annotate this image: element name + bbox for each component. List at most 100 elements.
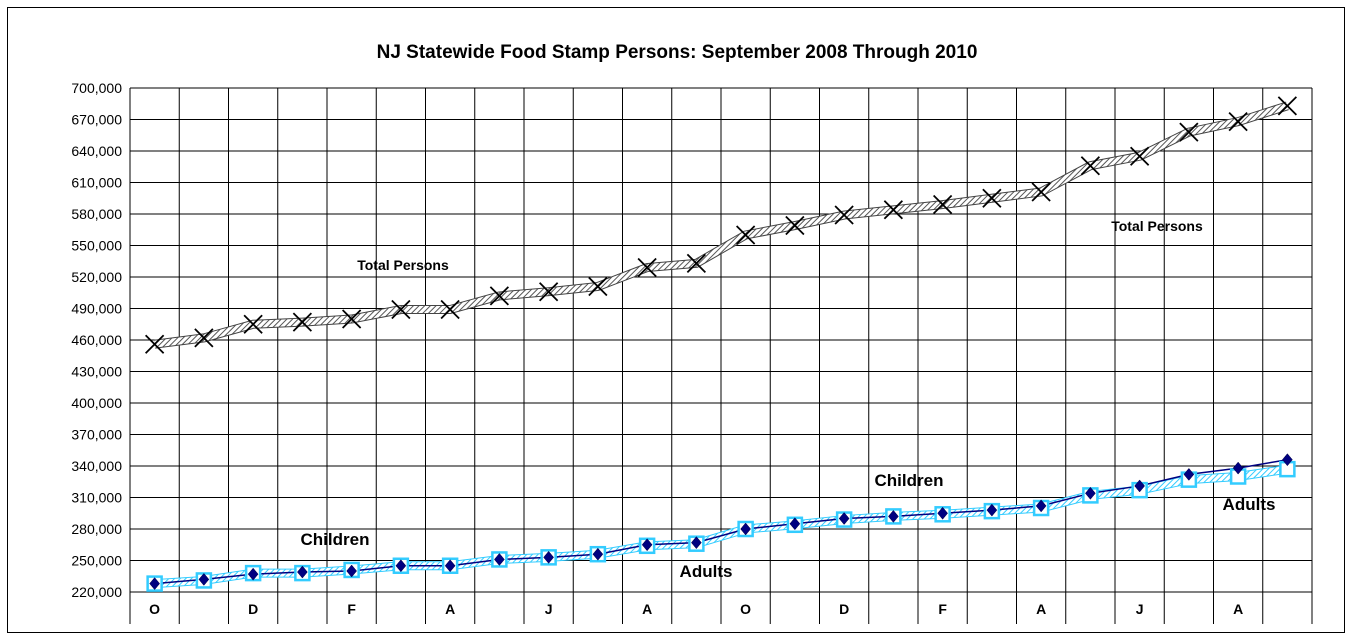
children-point bbox=[1035, 499, 1047, 513]
y-tick-label: 310,000 bbox=[71, 490, 122, 506]
annotation-label: Children bbox=[301, 530, 370, 549]
total-persons-point bbox=[834, 205, 854, 225]
total-persons-point bbox=[686, 253, 707, 273]
x-tick-label: F bbox=[347, 601, 356, 617]
total-persons-point bbox=[883, 200, 904, 220]
total-persons-point bbox=[341, 309, 362, 329]
y-tick-label: 280,000 bbox=[71, 521, 122, 537]
children-point bbox=[1085, 486, 1096, 500]
chart-title: NJ Statewide Food Stamp Persons: Septemb… bbox=[377, 42, 978, 63]
total-persons-point bbox=[1129, 146, 1150, 166]
total-persons-point bbox=[489, 286, 510, 306]
x-tick-label: A bbox=[1036, 601, 1046, 617]
x-marker-stroke bbox=[1228, 111, 1248, 132]
children-point bbox=[740, 522, 751, 536]
y-tick-label: 430,000 bbox=[71, 364, 122, 380]
x-marker-stroke bbox=[735, 225, 756, 245]
total-persons-point bbox=[1080, 156, 1101, 176]
x-marker-stroke bbox=[834, 205, 854, 225]
total-persons-point bbox=[932, 194, 953, 215]
children-point bbox=[789, 517, 801, 531]
x-marker-stroke bbox=[932, 194, 953, 215]
total-persons-point bbox=[1031, 182, 1051, 202]
total-persons-point bbox=[1179, 122, 1199, 142]
x-marker-stroke bbox=[538, 282, 559, 302]
total-persons-point bbox=[144, 334, 165, 354]
x-tick-label: J bbox=[545, 601, 553, 617]
total-persons-point bbox=[243, 314, 263, 334]
x-marker-stroke bbox=[1277, 96, 1298, 116]
x-marker-stroke bbox=[1080, 156, 1101, 176]
total-persons-point bbox=[538, 282, 559, 302]
children-point bbox=[346, 564, 357, 578]
x-marker-stroke bbox=[637, 257, 657, 278]
children-point bbox=[691, 536, 702, 550]
total-persons-point bbox=[1277, 96, 1298, 116]
x-tick-label: A bbox=[642, 601, 652, 617]
y-tick-label: 460,000 bbox=[71, 332, 122, 348]
children-point bbox=[592, 547, 604, 561]
series-layer bbox=[144, 96, 1298, 592]
x-marker-stroke bbox=[982, 188, 1002, 208]
annotation-label: Adults bbox=[680, 562, 733, 581]
annotation-label: Total Persons bbox=[357, 257, 449, 273]
y-tick-label: 520,000 bbox=[71, 269, 122, 285]
children-point bbox=[838, 512, 850, 525]
y-tick-label: 400,000 bbox=[71, 395, 122, 411]
y-tick-label: 340,000 bbox=[71, 458, 122, 474]
total-persons-point bbox=[735, 225, 756, 245]
y-axis-ticks: 700,000 670,000 640,000 610,000 580,000 550,0… bbox=[71, 80, 122, 600]
x-marker-stroke bbox=[588, 276, 608, 297]
annotation-label: Adults bbox=[1223, 495, 1276, 514]
children-point bbox=[986, 503, 998, 517]
children-point bbox=[444, 559, 456, 573]
y-tick-label: 490,000 bbox=[71, 301, 122, 317]
children-point bbox=[1183, 468, 1195, 481]
x-marker-stroke bbox=[243, 314, 263, 334]
children-point bbox=[1134, 479, 1145, 493]
annotation-label: Children bbox=[875, 471, 944, 490]
annotations: Total Persons Total Persons Children Childr… bbox=[301, 218, 1276, 581]
children-point bbox=[937, 506, 948, 520]
x-marker-stroke bbox=[883, 200, 904, 220]
y-tick-label: 220,000 bbox=[71, 584, 122, 600]
x-marker-stroke bbox=[292, 312, 313, 332]
x-tick-label: D bbox=[248, 601, 258, 617]
x-marker-stroke bbox=[1031, 182, 1051, 202]
x-marker-stroke bbox=[1129, 146, 1150, 166]
children-point bbox=[543, 550, 554, 564]
total-persons-point bbox=[785, 215, 805, 236]
annotation-label: Total Persons bbox=[1111, 218, 1203, 234]
y-tick-label: 640,000 bbox=[71, 143, 122, 159]
total-persons-point bbox=[1228, 111, 1248, 132]
x-marker-stroke bbox=[194, 328, 214, 348]
x-marker-stroke bbox=[686, 253, 707, 273]
total-persons-line bbox=[154, 102, 1289, 348]
x-tick-label: O bbox=[740, 601, 751, 617]
children-point bbox=[395, 559, 407, 573]
total-persons-point bbox=[637, 257, 657, 278]
total-persons-point bbox=[391, 299, 411, 320]
x-marker-stroke bbox=[1179, 122, 1199, 142]
x-marker-stroke bbox=[489, 286, 510, 306]
y-tick-label: 250,000 bbox=[71, 553, 122, 569]
children-point bbox=[641, 538, 653, 552]
x-marker-stroke bbox=[440, 299, 460, 320]
x-marker-stroke bbox=[785, 215, 805, 236]
children-point bbox=[1232, 461, 1244, 475]
children-point bbox=[888, 510, 899, 523]
x-tick-label: D bbox=[839, 601, 849, 617]
children-point bbox=[297, 565, 308, 579]
y-tick-label: 700,000 bbox=[71, 80, 122, 96]
x-tick-label: J bbox=[1136, 601, 1144, 617]
x-tick-label: F bbox=[938, 601, 947, 617]
total-persons-point bbox=[440, 299, 460, 320]
x-marker-stroke bbox=[144, 334, 165, 354]
children-point bbox=[1282, 453, 1293, 467]
x-tick-label: A bbox=[445, 601, 455, 617]
y-tick-label: 610,000 bbox=[71, 175, 122, 191]
children-point bbox=[149, 577, 160, 590]
grid bbox=[129, 87, 1313, 624]
x-marker-stroke bbox=[391, 299, 411, 320]
